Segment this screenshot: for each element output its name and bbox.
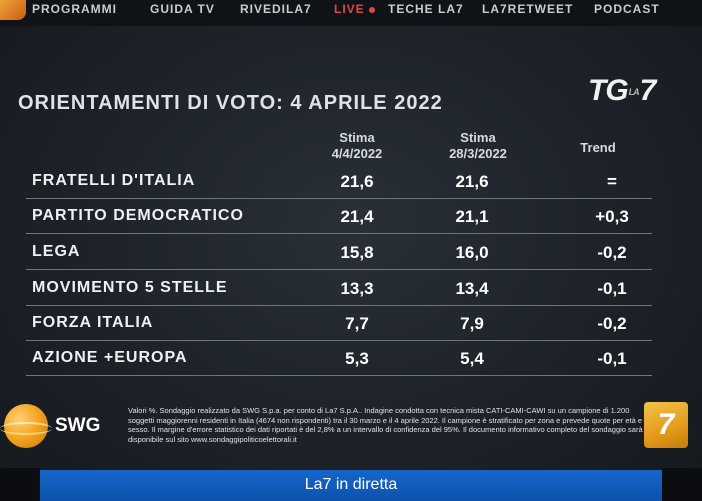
column-header-previous-label: Stima	[460, 130, 496, 145]
la7-corner-logo[interactable]	[0, 0, 26, 20]
tg-logo-text: TG	[588, 74, 629, 107]
poll-footer: SWG Valori %. Sondaggio realizzato da SW…	[0, 398, 702, 468]
poll-title: ORIENTAMENTI DI VOTO: 4 APRILE 2022	[18, 92, 443, 114]
previous-value: 7,9	[460, 314, 484, 333]
column-header-current-date: 4/4/2022	[331, 146, 383, 161]
previous-value: 13,4	[455, 279, 489, 298]
swg-logo-text: SWG	[55, 415, 101, 436]
tg-logo-seven: 7	[639, 74, 657, 107]
table-row: FRATELLI D'ITALIA 21,6 21,6 =	[26, 165, 652, 199]
trend-value: -0,1	[597, 279, 627, 298]
previous-value: 16,0	[455, 243, 489, 262]
party-name: LEGA	[32, 243, 81, 260]
nav-la7retweet[interactable]: LA7RETWEET	[482, 2, 574, 16]
live-stream-label: La7 in diretta	[304, 476, 398, 493]
tg-la7-logo: TGLA7	[588, 74, 678, 107]
trend-value: =	[607, 172, 617, 191]
bezel-right	[662, 468, 702, 501]
party-name: AZIONE +EUROPA	[32, 349, 188, 366]
previous-value: 21,6	[455, 172, 489, 191]
column-header-trend-label: Trend	[580, 140, 616, 155]
table-row: LEGA 15,8 16,0 -0,2	[26, 236, 652, 270]
live-dot-icon	[368, 6, 375, 13]
previous-value: 5,4	[460, 349, 484, 368]
nav-guida-tv[interactable]: GUIDA TV	[150, 2, 215, 16]
nav-teche-la7[interactable]: TECHE LA7	[388, 2, 464, 16]
column-header-current-label: Stima	[339, 130, 375, 145]
current-value: 21,4	[340, 207, 374, 226]
nav-programmi[interactable]: PROGRAMMI	[32, 2, 117, 16]
party-name: MOVIMENTO 5 STELLE	[32, 279, 228, 296]
column-header-previous: Stima 28/3/2022	[428, 130, 528, 162]
current-value: 21,6	[340, 172, 374, 191]
trend-value: +0,3	[595, 207, 629, 226]
poll-disclaimer: Valori %. Sondaggio realizzato da SWG S.…	[128, 406, 643, 444]
live-stream-bar[interactable]: La7 in diretta	[0, 470, 702, 501]
party-name: FORZA ITALIA	[32, 314, 154, 331]
current-value: 15,8	[340, 243, 374, 262]
la7-logo: 7	[644, 402, 688, 448]
swg-globe-icon	[0, 404, 52, 448]
table-row: AZIONE +EUROPA 5,3 5,4 -0,1	[26, 342, 652, 376]
nav-live-label: LIVE	[334, 2, 365, 16]
nav-podcast[interactable]: PODCAST	[594, 2, 660, 16]
previous-value: 21,1	[455, 207, 489, 226]
table-row: PARTITO DEMOCRATICO 21,4 21,1 +0,3	[26, 200, 652, 234]
top-navigation: PROGRAMMI GUIDA TV RIVEDILA7 LIVE TECHE …	[0, 0, 702, 26]
trend-value: -0,2	[597, 314, 627, 333]
current-value: 5,3	[345, 349, 369, 368]
current-value: 7,7	[345, 314, 369, 333]
column-header-current: Stima 4/4/2022	[312, 130, 402, 162]
trend-value: -0,1	[597, 349, 627, 368]
tg-logo-la: LA	[628, 87, 640, 98]
bezel-left	[0, 468, 40, 501]
nav-live[interactable]: LIVE	[334, 2, 375, 16]
current-value: 13,3	[340, 279, 374, 298]
column-header-trend: Trend	[558, 140, 638, 156]
party-name: FRATELLI D'ITALIA	[32, 172, 196, 189]
table-row: FORZA ITALIA 7,7 7,9 -0,2	[26, 307, 652, 341]
column-header-previous-date: 28/3/2022	[449, 146, 507, 161]
party-name: PARTITO DEMOCRATICO	[32, 207, 244, 224]
nav-rivedila7[interactable]: RIVEDILA7	[240, 2, 312, 16]
table-row: MOVIMENTO 5 STELLE 13,3 13,4 -0,1	[26, 272, 652, 306]
trend-value: -0,2	[597, 243, 627, 262]
